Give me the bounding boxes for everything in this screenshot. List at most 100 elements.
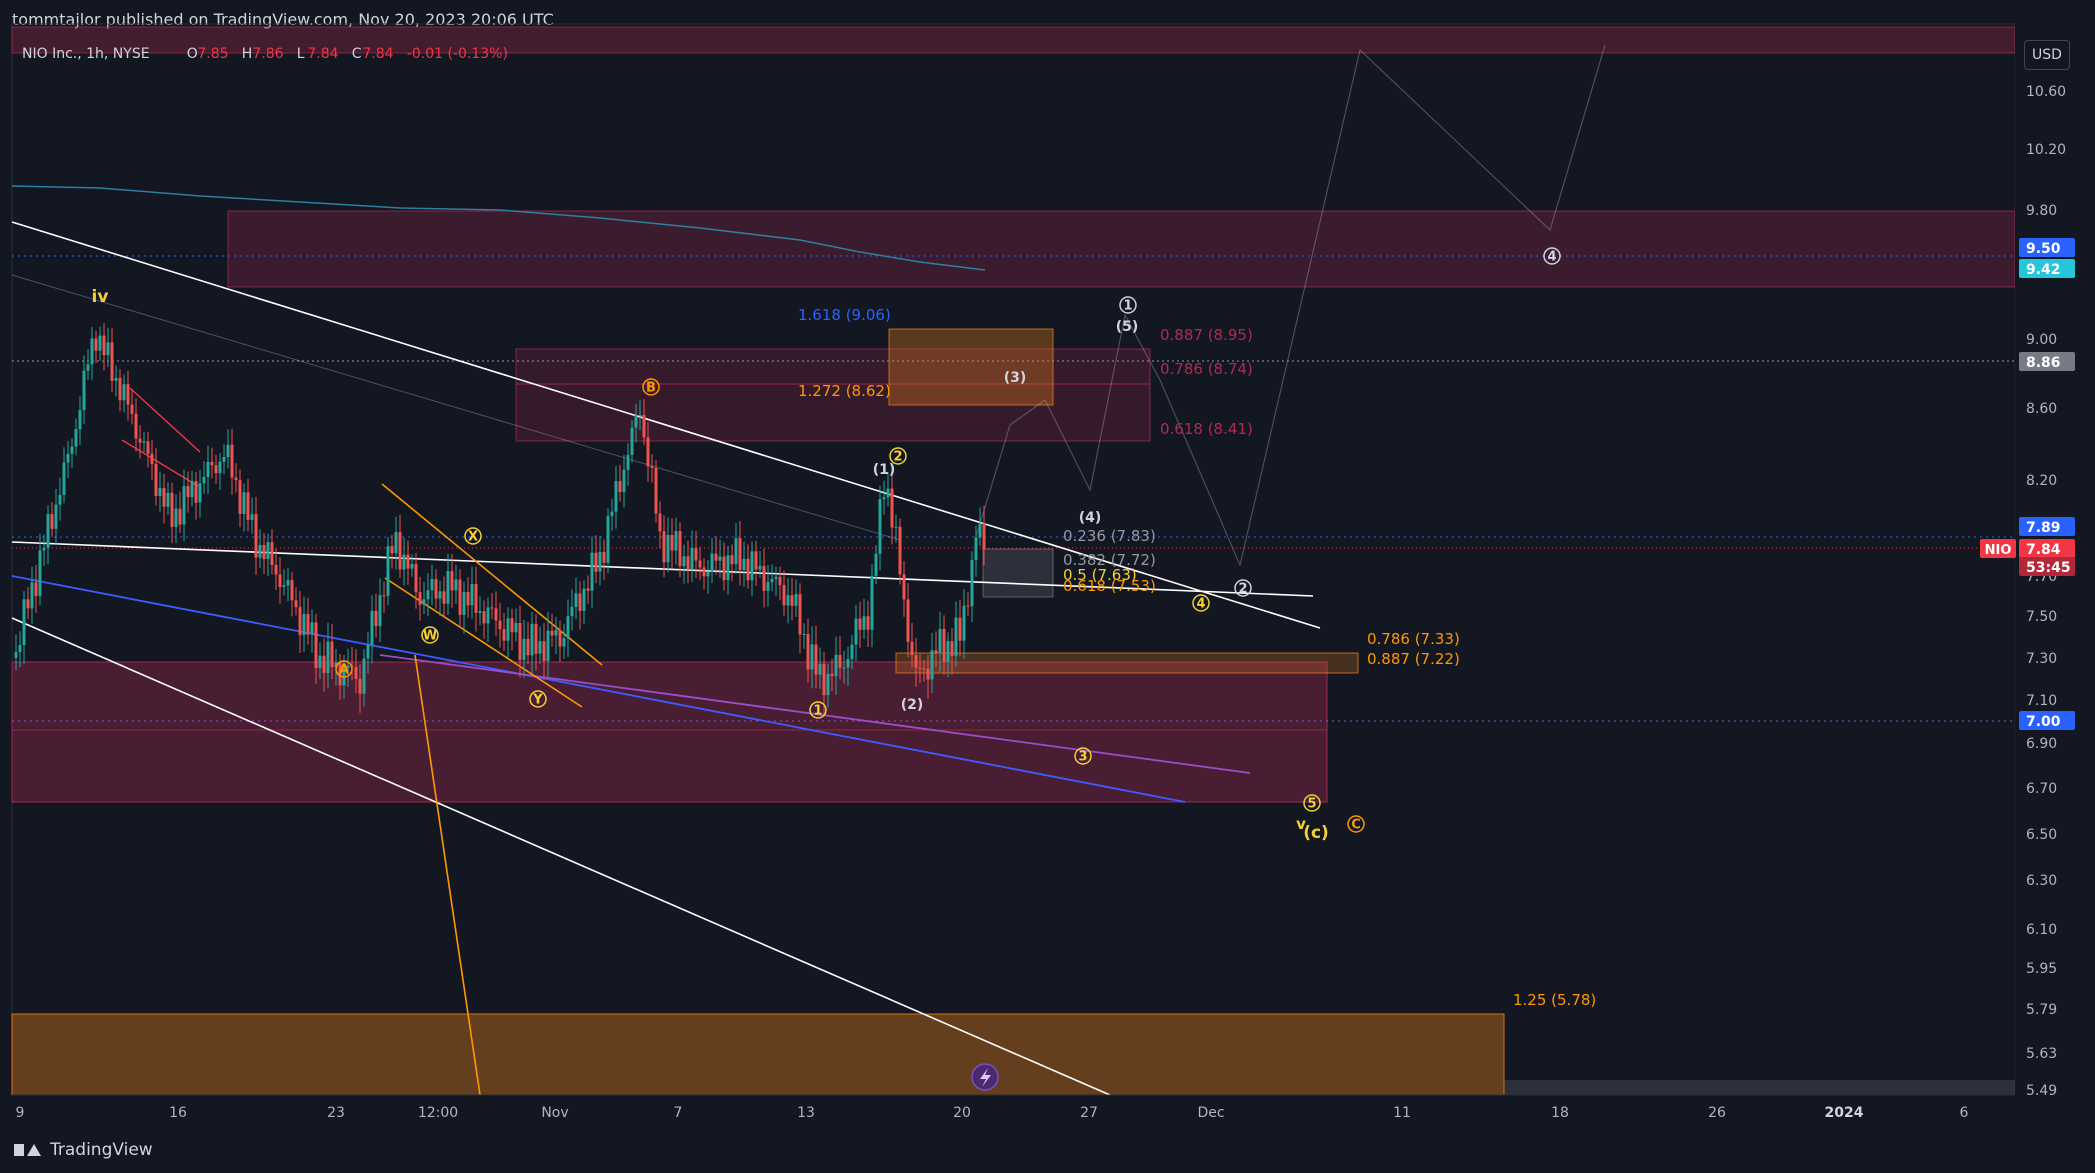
wave-label-14: 4 [1196, 597, 1205, 612]
wave-circle-14 [1192, 594, 1210, 612]
candle-body [422, 599, 426, 605]
price-tag-bg [2019, 557, 2075, 576]
legend-o-value: 7.85 [197, 46, 228, 62]
wave-circle-17 [1234, 579, 1252, 597]
candle-body [598, 551, 602, 572]
candle-body [246, 492, 250, 520]
candle-body [526, 638, 530, 656]
candle-body [326, 641, 330, 674]
candle-body [690, 547, 694, 570]
candle-body [318, 655, 322, 668]
candle-body [750, 551, 754, 581]
candle-body [714, 553, 718, 561]
candle-body [78, 410, 82, 430]
candle-body [554, 629, 558, 636]
candle-body [518, 623, 522, 661]
wave-label-22: C [1351, 818, 1361, 833]
candle-body [446, 571, 450, 604]
candle-body [46, 514, 50, 548]
fib-zone-small [982, 548, 1054, 598]
candle-body [958, 617, 962, 641]
candle-body [378, 595, 382, 627]
candle-body [822, 663, 826, 696]
candle-body [290, 580, 294, 601]
y-tick-label: 5.63 [2026, 1046, 2057, 1062]
candle-body [786, 595, 790, 606]
candle-body [334, 662, 338, 667]
candle-body [102, 335, 106, 356]
candle-body [878, 499, 882, 554]
y-tick-label: 10.20 [2026, 142, 2066, 158]
candle-body [862, 616, 866, 630]
orange-drop-line [414, 654, 481, 1096]
candle-body [106, 342, 110, 356]
candle-body [294, 600, 298, 608]
price-tag-bg [2019, 352, 2075, 371]
candle-body [414, 564, 418, 593]
candle-body [642, 415, 646, 438]
y-tick-label: 6.10 [2026, 922, 2057, 938]
candle-body [882, 497, 886, 500]
candle-body [858, 618, 862, 630]
price-tag-bg [2019, 711, 2075, 730]
candle-body [150, 453, 154, 465]
candle-body [194, 481, 198, 503]
candle-body [146, 441, 150, 454]
wave-label-13: 3 [1078, 750, 1087, 765]
candle-body [254, 514, 258, 558]
x-tick-label: 18 [1551, 1105, 1569, 1121]
x-tick-label: 2024 [1825, 1105, 1864, 1121]
candle-body [694, 547, 698, 561]
fib-zone-extension [888, 328, 1054, 406]
candle-body [90, 338, 94, 365]
y-tick-label: 6.90 [2026, 736, 2057, 752]
symbol-tag-bg [1980, 539, 2016, 558]
tradingview-brand[interactable]: TradingView [14, 1140, 153, 1160]
candle-body [42, 547, 46, 551]
candle-body [30, 582, 34, 609]
candle-body [586, 588, 590, 591]
wave-label-19: 5 [1307, 797, 1316, 812]
supply-zone-upper [227, 210, 2016, 288]
candle-body [846, 659, 850, 668]
candle-body [938, 629, 942, 653]
wave-circle-9 [889, 447, 907, 465]
wave-circle-19 [1303, 794, 1321, 812]
candle-body [574, 593, 578, 607]
faint-trendline [11, 274, 901, 541]
candle-body [754, 551, 758, 570]
price-tag-700: 7.00 [2026, 714, 2061, 730]
wave-label-11: (3) [1004, 370, 1027, 386]
candle-body [138, 438, 142, 443]
candle-body [758, 565, 762, 570]
candle-body [314, 622, 318, 668]
tradingview-logo-icon [14, 1142, 42, 1158]
candle-body [86, 364, 90, 371]
legend-h-label: H [242, 46, 253, 62]
candle-body [522, 638, 526, 661]
wave-circle-4 [464, 527, 482, 545]
candle-body [110, 342, 114, 381]
candle-body [498, 620, 502, 630]
fib-label-10: 0.786 (7.33) [1367, 630, 1460, 648]
currency-button[interactable]: USD [2024, 40, 2070, 70]
channel-blue-line [11, 575, 1186, 803]
lightning-glyph [980, 1068, 991, 1087]
candle-body [934, 650, 938, 653]
candle-body [74, 429, 78, 447]
candle-body [722, 556, 726, 581]
candle-body [866, 616, 870, 630]
x-tick-label: 27 [1080, 1105, 1098, 1121]
wave-label-1: iv [92, 287, 109, 307]
fib-label-3: 0.887 (8.95) [1160, 326, 1253, 344]
x-tick-label: 23 [327, 1105, 345, 1121]
candle-body [710, 553, 714, 572]
candle-body [686, 556, 690, 570]
fib-label-11: 0.887 (7.22) [1367, 650, 1460, 668]
candle-body [766, 582, 770, 591]
candle-body [14, 652, 18, 658]
trendline-mid-white [11, 541, 1314, 597]
candle-body [458, 579, 462, 615]
candle-body [658, 513, 662, 532]
